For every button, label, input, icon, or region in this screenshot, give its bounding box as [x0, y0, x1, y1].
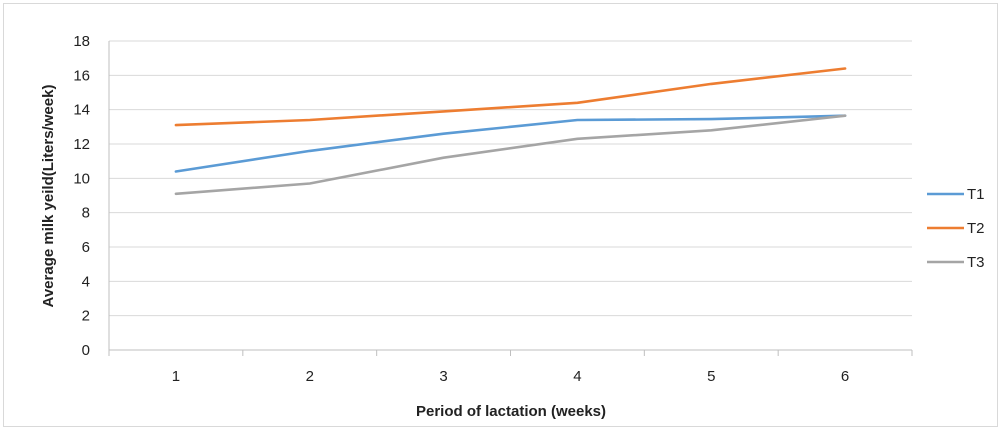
- y-tick-label: 0: [82, 342, 90, 359]
- chart-frame: [3, 3, 998, 427]
- series-line-t3: [174, 114, 847, 196]
- legend: T1 T2 T3: [927, 186, 985, 271]
- series-line-t1: [174, 114, 847, 173]
- y-tick-label: 2: [82, 308, 90, 325]
- y-tick-label: 18: [73, 33, 90, 50]
- y-tick-label: 4: [82, 273, 90, 290]
- x-tick-label: 4: [573, 368, 581, 385]
- y-tick-label: 12: [73, 136, 90, 153]
- y-tick-label: 16: [73, 67, 90, 84]
- x-tick-labels: 1 2 3 4 5 6: [172, 368, 850, 385]
- x-tick-label: 6: [841, 368, 849, 385]
- legend-label-t3: T3: [967, 254, 985, 271]
- axes: [108, 41, 913, 356]
- y-tick-label: 14: [73, 102, 90, 119]
- series-lines: [174, 67, 847, 196]
- y-axis-title: Average milk yeild(Liters/week): [40, 85, 57, 308]
- legend-label-t2: T2: [967, 220, 985, 237]
- legend-label-t1: T1: [967, 186, 985, 203]
- x-tick-label: 3: [439, 368, 447, 385]
- y-tick-label: 6: [82, 239, 90, 256]
- gridlines: [109, 40, 912, 317]
- x-tick-label: 2: [306, 368, 314, 385]
- y-tick-labels: 0 2 4 6 8 10 12 14 16 18: [73, 33, 90, 359]
- x-axis-title: Period of lactation (weeks): [416, 403, 606, 420]
- x-tick-label: 5: [707, 368, 715, 385]
- series-line-t2: [174, 67, 847, 127]
- x-tick-label: 1: [172, 368, 180, 385]
- y-tick-label: 8: [82, 205, 90, 222]
- y-tick-label: 10: [73, 170, 90, 187]
